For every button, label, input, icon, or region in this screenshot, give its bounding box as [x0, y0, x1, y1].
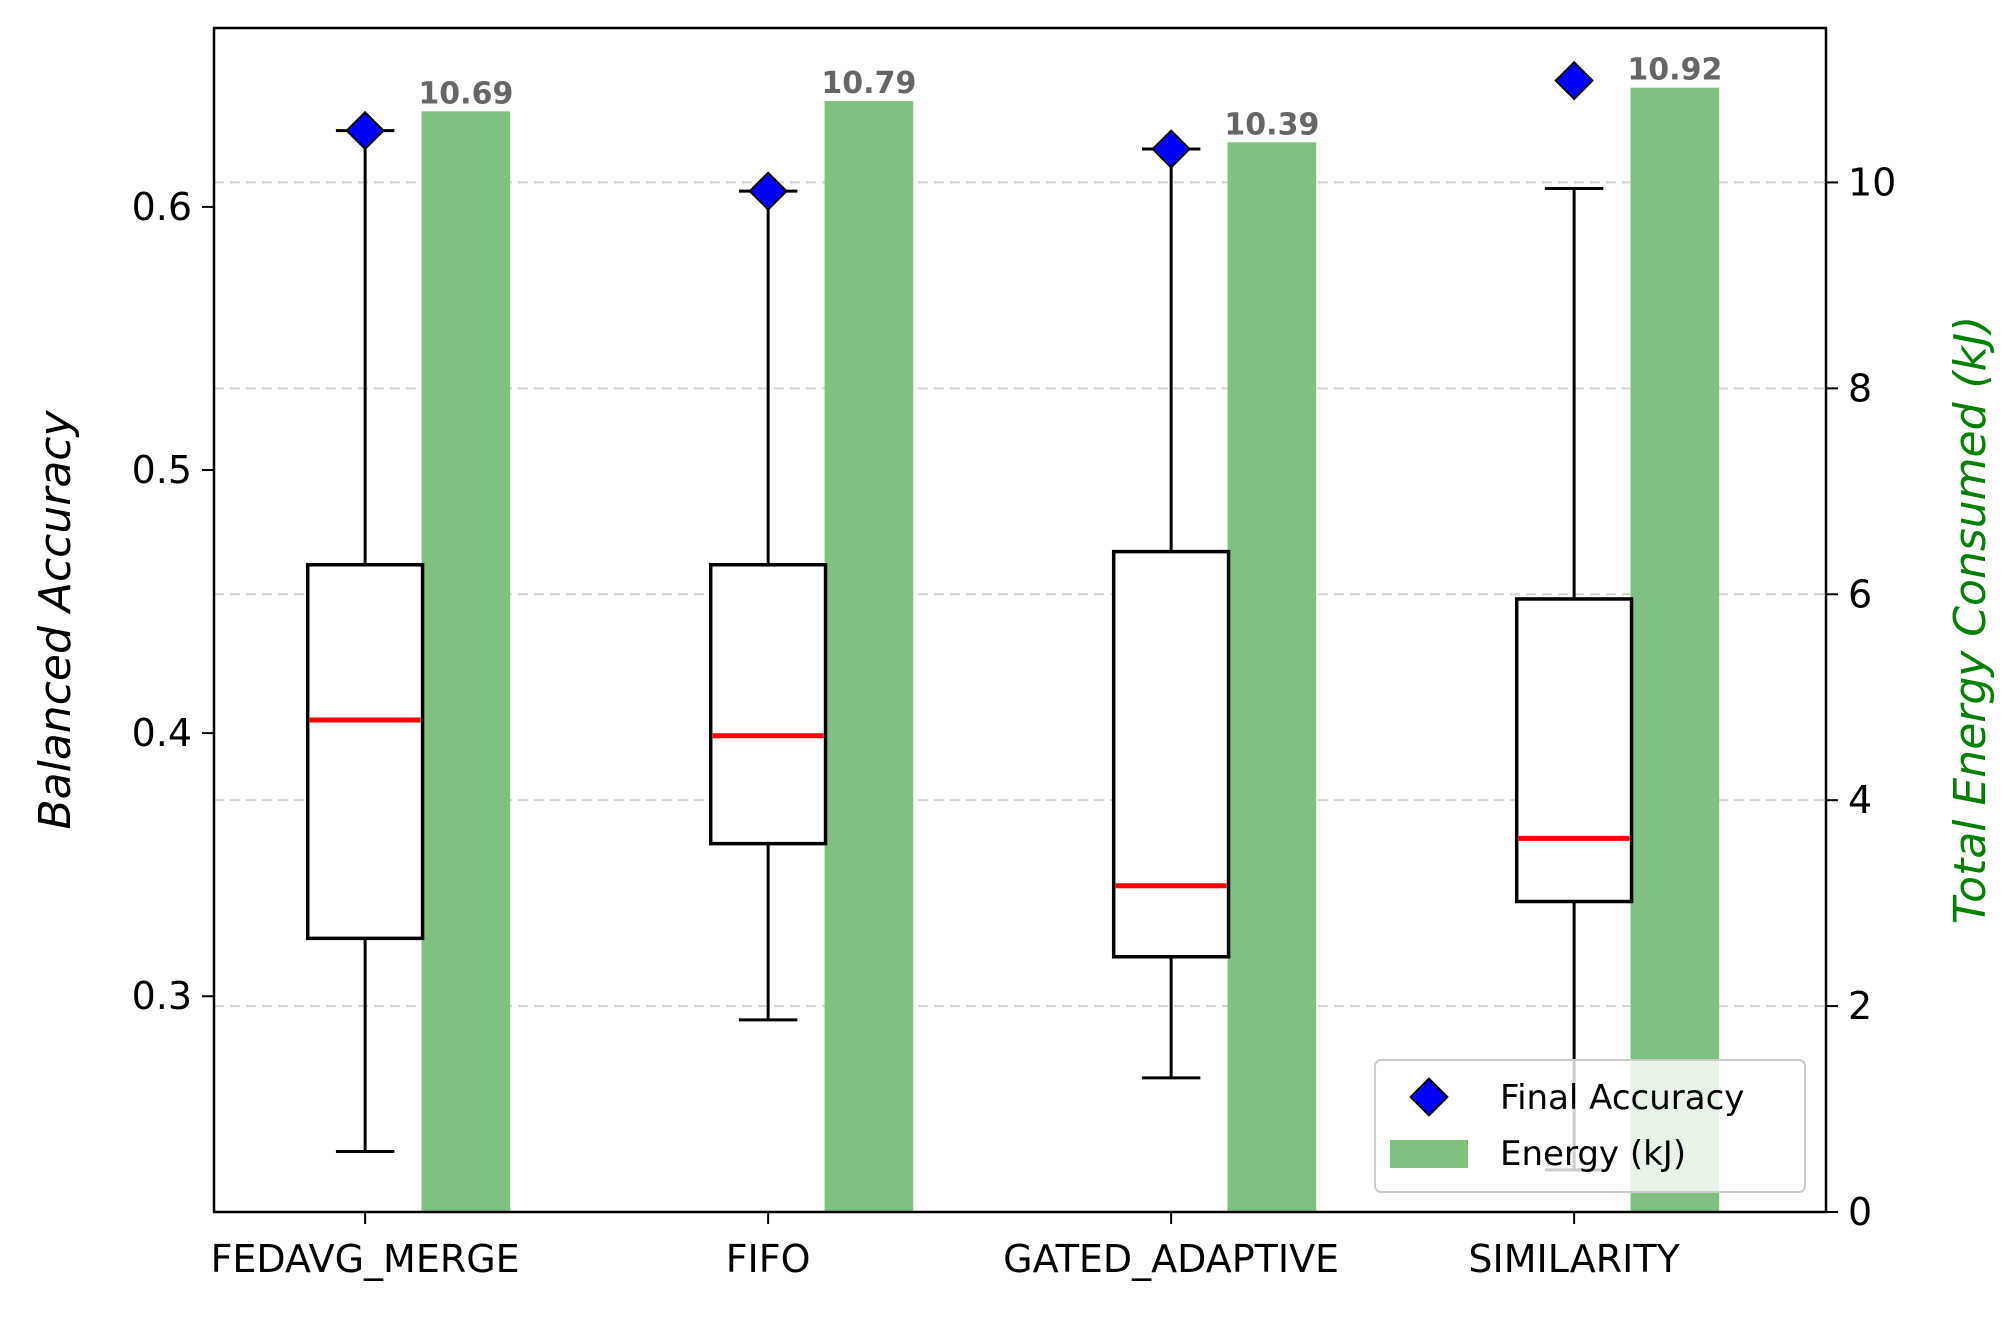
left-tick-label: 0.3: [132, 974, 192, 1018]
energy-bar-labels: 10.69 10.79 10.39 10.92: [418, 53, 1722, 143]
accuracy-boxes: [305, 129, 1634, 1172]
right-tick-label: 10: [1848, 160, 1896, 204]
energy-bar-label: 10.69: [418, 76, 513, 111]
right-tick-label: 6: [1848, 572, 1872, 616]
final-accuracy-marker: [345, 110, 385, 151]
right-tick-label: 4: [1848, 778, 1872, 822]
left-tick-label: 0.5: [132, 448, 192, 492]
legend: Final Accuracy Energy (kJ): [1374, 1059, 1806, 1193]
iqr-box: [1111, 549, 1231, 959]
final-accuracy-marker: [1554, 60, 1594, 101]
final-accuracy-marker: [748, 171, 788, 211]
left-tick-label: 0.4: [132, 711, 192, 755]
energy-bar: [1227, 142, 1317, 1212]
final-accuracy-markers: [345, 60, 1594, 211]
x-tick-label: SIMILARITY: [1468, 1237, 1680, 1281]
energy-bars: [421, 87, 1720, 1213]
final-accuracy-marker: [1151, 129, 1191, 169]
iqr-box: [1514, 597, 1634, 904]
left-axis-label: Balanced Accuracy: [30, 410, 81, 830]
left-tick-label: 0.6: [132, 185, 192, 229]
iqr-box: [305, 562, 425, 941]
left-axis-ticks: 0.3 0.4 0.5 0.6: [132, 185, 214, 1018]
energy-bar: [1630, 87, 1720, 1212]
energy-bar: [824, 101, 914, 1213]
iqr-box: [708, 562, 828, 846]
legend-frame: [1374, 1059, 1806, 1193]
legend-energy-label: Energy (kJ): [1500, 1134, 1686, 1174]
x-tick-label: FIFO: [726, 1237, 811, 1281]
x-axis-ticks: FEDAVG_MERGE FIFO GATED_ADAPTIVE SIMILARITY: [211, 1212, 1681, 1281]
legend-final-accuracy-marker: [1409, 1077, 1449, 1117]
energy-bar-label: 10.39: [1224, 107, 1319, 142]
legend-energy-swatch: [1390, 1140, 1468, 1168]
grid-lines: [214, 181, 1826, 1008]
energy-bar-label: 10.79: [821, 66, 916, 101]
right-tick-label: 8: [1848, 366, 1872, 410]
energy-bar: [421, 111, 511, 1213]
plot-frame: [212, 26, 1828, 1214]
right-axis-label: Total Energy Consumed (kJ): [1945, 316, 1996, 925]
x-tick-label: FEDAVG_MERGE: [211, 1237, 520, 1281]
right-tick-label: 0: [1848, 1190, 1872, 1234]
right-tick-label: 2: [1848, 984, 1872, 1028]
x-tick-label: GATED_ADAPTIVE: [1003, 1237, 1339, 1281]
right-axis-ticks: 0 2 4 6 8 10: [1826, 160, 1896, 1234]
energy-bar-label: 10.92: [1627, 53, 1722, 88]
legend-final-accuracy-label: Final Accuracy: [1500, 1078, 1744, 1118]
